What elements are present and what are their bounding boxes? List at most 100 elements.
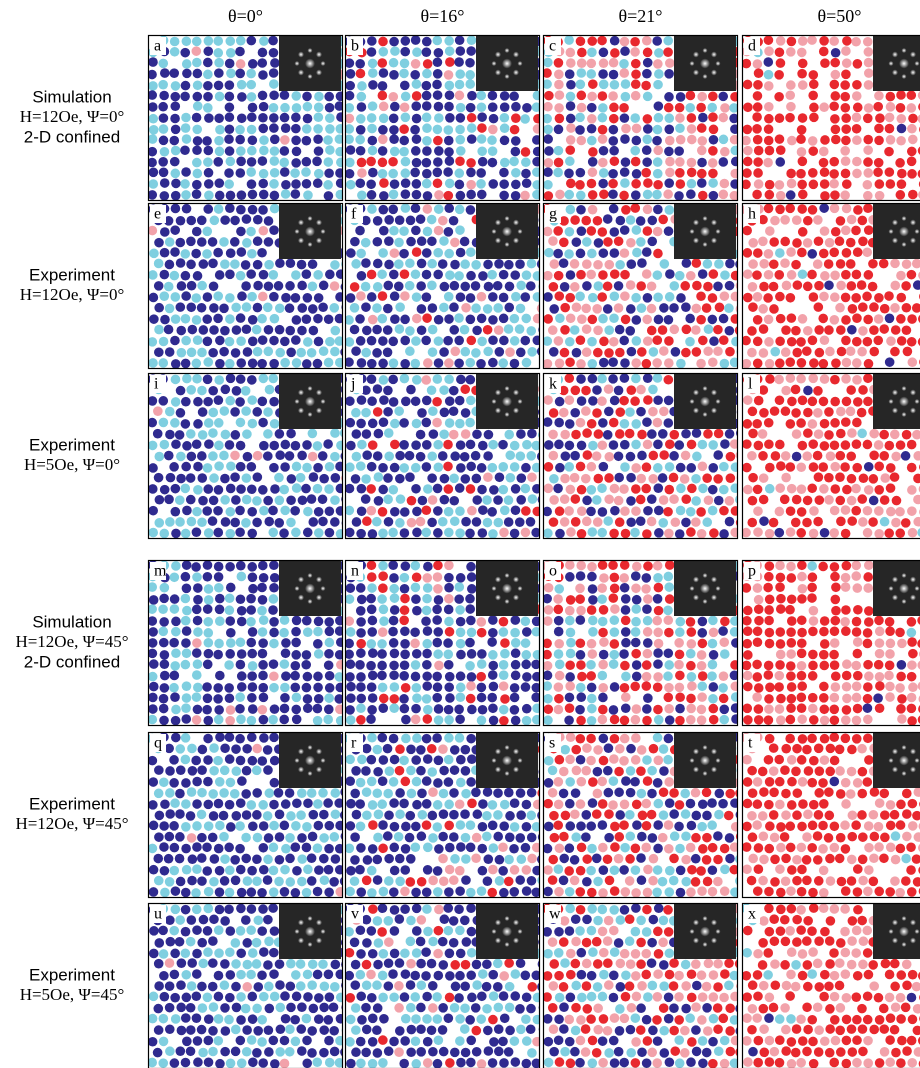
- particle: [357, 92, 367, 102]
- particle: [653, 561, 663, 571]
- particle: [411, 336, 421, 346]
- particle: [510, 462, 520, 472]
- particle: [422, 440, 432, 450]
- particle: [830, 626, 840, 636]
- particle: [780, 495, 790, 505]
- particle: [615, 348, 625, 358]
- particle: [785, 113, 795, 123]
- particle: [197, 853, 207, 863]
- particle: [829, 101, 839, 111]
- particle: [400, 359, 410, 369]
- particle: [401, 178, 411, 188]
- particle: [361, 538, 371, 548]
- particle: [405, 258, 415, 268]
- particle: [543, 102, 553, 112]
- particle: [565, 672, 575, 682]
- particle: [796, 337, 806, 347]
- particle: [203, 777, 213, 787]
- particle: [242, 302, 252, 312]
- particle: [913, 280, 920, 290]
- particle: [257, 756, 267, 766]
- particle: [643, 638, 653, 648]
- particle: [483, 347, 493, 357]
- particle: [445, 672, 455, 682]
- particle: [577, 506, 587, 516]
- particle: [720, 291, 730, 301]
- particle: [214, 113, 224, 123]
- particle: [631, 506, 641, 516]
- particle: [830, 562, 840, 572]
- particle: [643, 58, 653, 68]
- particle: [285, 877, 295, 887]
- particle: [346, 441, 356, 451]
- particle: [395, 766, 405, 776]
- particle: [237, 572, 247, 582]
- particle: [796, 134, 806, 144]
- particle: [625, 429, 635, 439]
- particle: [597, 483, 607, 493]
- fft-spot: [902, 386, 907, 391]
- particle: [653, 463, 663, 473]
- particle: [504, 495, 514, 505]
- particle: [807, 561, 817, 571]
- particle: [171, 627, 181, 637]
- particle: [165, 430, 175, 440]
- particle: [176, 765, 186, 775]
- particle: [726, 452, 736, 462]
- particle: [687, 440, 697, 450]
- particle: [913, 474, 920, 484]
- particle: [356, 114, 366, 124]
- particle: [291, 293, 301, 303]
- particle: [440, 408, 450, 418]
- particle: [171, 146, 181, 156]
- particle: [781, 473, 791, 483]
- particle: [461, 745, 471, 755]
- particle: [154, 832, 164, 842]
- particle: [731, 703, 741, 713]
- particle: [696, 315, 706, 325]
- particle: [439, 236, 449, 246]
- fft-spot: [892, 577, 898, 583]
- particle: [335, 124, 345, 134]
- particle: [410, 125, 420, 135]
- particle: [852, 135, 862, 145]
- particle: [226, 822, 236, 832]
- particle: [566, 48, 576, 58]
- particle: [159, 594, 169, 604]
- particle: [846, 238, 856, 248]
- particle: [586, 270, 596, 280]
- particle: [269, 359, 279, 369]
- particle: [171, 484, 181, 494]
- particle: [450, 765, 460, 775]
- particle: [199, 325, 209, 335]
- particle: [543, 134, 553, 144]
- particle: [253, 540, 263, 550]
- particle: [652, 36, 662, 46]
- particle: [764, 70, 774, 80]
- particle: [608, 91, 618, 101]
- particle: [455, 605, 465, 615]
- particle: [456, 683, 466, 693]
- particle: [647, 494, 657, 504]
- particle: [274, 788, 284, 798]
- particle: [565, 337, 575, 347]
- particle: [548, 236, 558, 246]
- particle: [324, 358, 334, 368]
- particle: [270, 135, 280, 145]
- particle: [215, 671, 225, 681]
- particle: [275, 810, 285, 820]
- particle: [642, 529, 652, 539]
- particle: [549, 517, 559, 527]
- particle: [598, 693, 608, 703]
- particle: [637, 539, 647, 549]
- particle: [400, 528, 410, 538]
- particle: [549, 304, 559, 314]
- particle: [279, 628, 289, 638]
- particle: [864, 80, 874, 90]
- particle: [792, 538, 802, 548]
- fft-spot: [693, 52, 699, 58]
- particle: [581, 474, 591, 484]
- particle: [208, 428, 218, 438]
- fft-spot: [505, 216, 510, 221]
- particle: [803, 408, 813, 418]
